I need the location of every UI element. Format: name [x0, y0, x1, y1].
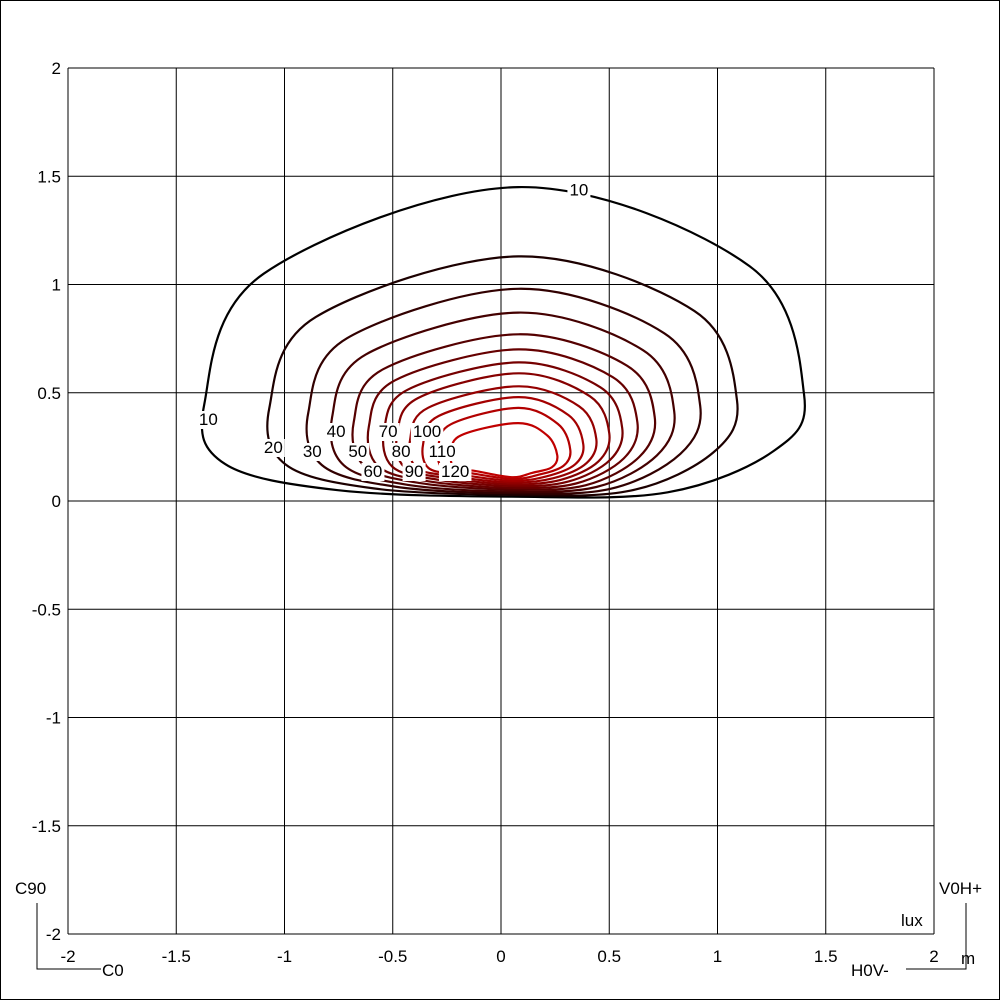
contour-label-110: 110: [429, 442, 456, 461]
unit-label: lux: [901, 911, 923, 930]
contour-label-bg: [410, 423, 444, 441]
contour-label-80: 80: [392, 442, 411, 461]
contour-label-bg: [567, 181, 591, 200]
x-axis-label: m: [961, 949, 975, 968]
contour-label-bg: [196, 411, 220, 429]
contour-label-bg: [300, 443, 324, 461]
c-axis-connector: [36, 903, 101, 970]
contour-label-bg: [346, 443, 370, 461]
contour-label-bg: [261, 439, 285, 457]
c90-label: C90: [15, 879, 46, 898]
contour-label-10-top: 10: [569, 181, 588, 200]
y-tick-label: 1: [52, 276, 61, 295]
y-tick-label: -1.5: [32, 817, 61, 836]
contour-label-100: 100: [413, 422, 441, 441]
contour-40: [329, 311, 676, 493]
contour-lines: [200, 185, 806, 499]
corner-annotations: C90 C0 V0H+ H0V- lux m: [15, 879, 982, 980]
contour-70: [381, 361, 624, 488]
contour-label-90: 90: [405, 462, 424, 481]
v0h-plus-label: V0H+: [939, 879, 982, 898]
y-tick-label: 0.5: [37, 384, 61, 403]
contour-label-bg: [324, 423, 348, 441]
x-tick-label: -1: [277, 947, 292, 966]
x-tick-label: 1.5: [814, 947, 838, 966]
x-tick-label: 1: [713, 947, 722, 966]
x-tick-label: -2: [60, 947, 75, 966]
contour-10: [200, 185, 806, 499]
axes: -2 -1.5 -1 -0.5 0 0.5 1 1.5 2 2 1.5 1 0.5 0 -0.5 -1 -1.5…: [32, 59, 939, 966]
x-tick-label: -1.5: [162, 947, 191, 966]
contour-label-30: 30: [303, 442, 322, 461]
contour-label-60: 60: [363, 462, 382, 481]
contour-label-50: 50: [348, 442, 367, 461]
x-tick-label: 0: [496, 947, 505, 966]
y-tick-label: -0.5: [32, 600, 61, 619]
contour-label-10: 10: [199, 410, 218, 429]
contour-label-70: 70: [379, 422, 398, 441]
h0v-minus-label: H0V-: [851, 961, 889, 980]
grid: [67, 67, 935, 935]
contour-label-bg: [438, 463, 472, 481]
contour-100: [421, 395, 585, 482]
x-tick-label: 2: [929, 947, 938, 966]
y-tick-label: 2: [52, 59, 61, 78]
y-tick-label: -1: [46, 709, 61, 728]
contour-label-bg: [376, 423, 400, 441]
contour-label-bg: [425, 443, 459, 461]
y-tick-label: -2: [46, 925, 61, 944]
contour-label-120: 120: [441, 462, 469, 481]
contour-20: [266, 255, 739, 497]
y-tick-label: 0: [52, 492, 61, 511]
contour-30: [305, 287, 702, 495]
contour-label-bg: [389, 443, 413, 461]
vh-axis-connector: [906, 903, 967, 970]
contour-label-bg: [402, 463, 426, 481]
x-tick-label: 0.5: [597, 947, 621, 966]
x-tick-label: -0.5: [378, 947, 407, 966]
contour-60: [366, 348, 639, 490]
contour-label-40: 40: [327, 422, 346, 441]
c0-label: C0: [102, 961, 124, 980]
contour-label-20: 20: [264, 438, 283, 457]
y-tick-label: 1.5: [37, 167, 61, 186]
contour-label-bg: [361, 463, 385, 481]
